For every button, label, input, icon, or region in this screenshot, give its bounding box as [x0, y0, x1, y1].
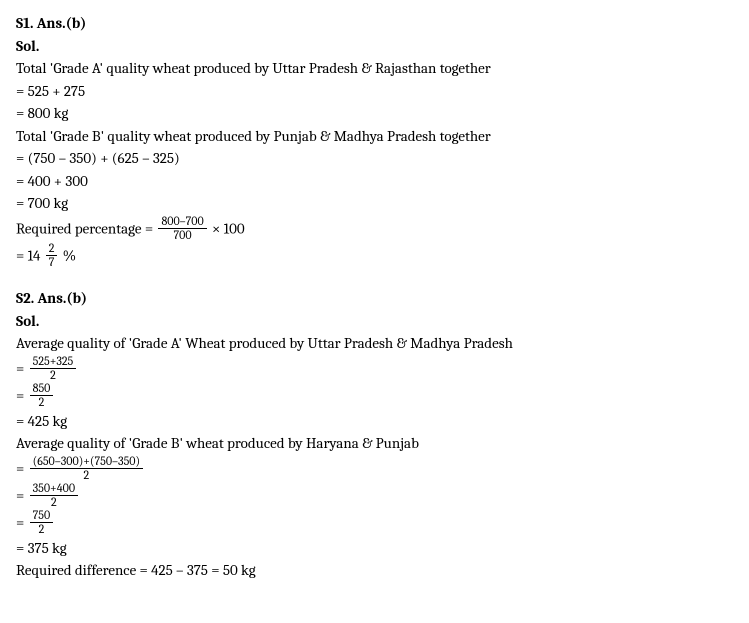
s1-result-frac-den: 7: [46, 256, 58, 269]
s2-line2: = 425 kg: [16, 410, 733, 433]
s1-line5: = (750 – 350) + (625 – 325): [16, 147, 733, 170]
s2-frac5-line: = 750 2: [16, 509, 733, 536]
s2-eq4: =: [16, 486, 28, 504]
s2-line1: Average quality of 'Grade A' Wheat produ…: [16, 332, 733, 355]
s1-header: S1. Ans.(b): [16, 12, 733, 35]
s2-eq3: =: [16, 459, 28, 477]
s2-f2-den: 2: [30, 396, 54, 409]
s1-perc-num: 800–700: [158, 215, 206, 229]
section-gap: [16, 269, 733, 287]
s1-line6: = 400 + 300: [16, 170, 733, 193]
s1-result-line: = 14 2 7 %: [16, 242, 733, 269]
s2-sol-label: Sol.: [16, 310, 733, 333]
s2-frac2: 850 2: [30, 382, 54, 409]
s2-f5-num: 750: [30, 509, 54, 523]
s1-perc-den: 700: [158, 229, 206, 242]
s2-eq2: =: [16, 387, 28, 405]
s2-line5: Required difference = 425 – 375 = 50 kg: [16, 559, 733, 582]
s1-perc-tail: × 100: [212, 219, 245, 237]
s1-result-frac-num: 2: [46, 242, 58, 256]
s2-f5-den: 2: [30, 523, 54, 536]
s1-line1: Total 'Grade A' quality wheat produced b…: [16, 57, 733, 80]
s1-perc-fraction: 800–700 700: [158, 215, 206, 242]
s2-frac3-line: = (650–300)+(750–350) 2: [16, 455, 733, 482]
s1-result-fraction: 2 7: [46, 242, 58, 269]
s2-line3: Average quality of 'Grade B' wheat produ…: [16, 432, 733, 455]
s1-line2: = 525 + 275: [16, 80, 733, 103]
s2-f4-num: 350+400: [30, 482, 78, 496]
s2-frac3: (650–300)+(750–350) 2: [30, 455, 143, 482]
s2-f3-den: 2: [30, 469, 143, 482]
s1-percentage-line: Required percentage = 800–700 700 × 100: [16, 215, 733, 242]
s1-perc-label: Required percentage =: [16, 219, 156, 237]
s2-line4: = 375 kg: [16, 537, 733, 560]
s1-line7: = 700 kg: [16, 192, 733, 215]
s2-f2-num: 850: [30, 382, 54, 396]
s1-line3: = 800 kg: [16, 102, 733, 125]
s2-eq1: =: [16, 359, 28, 377]
s2-header: S2. Ans.(b): [16, 287, 733, 310]
s2-frac1-line: = 525+325 2: [16, 355, 733, 382]
s1-result-prefix: = 14: [16, 246, 40, 264]
s2-frac1: 525+325 2: [30, 355, 77, 382]
s1-sol-label: Sol.: [16, 35, 733, 58]
s1-line4: Total 'Grade B' quality wheat produced b…: [16, 125, 733, 148]
s2-frac4-line: = 350+400 2: [16, 482, 733, 509]
s2-frac4: 350+400 2: [30, 482, 78, 509]
s2-f3-num: (650–300)+(750–350): [30, 455, 143, 469]
s2-eq5: =: [16, 514, 28, 532]
s1-result-suffix: %: [63, 246, 76, 264]
s2-f1-num: 525+325: [30, 355, 77, 369]
s2-frac5: 750 2: [30, 509, 54, 536]
s2-frac2-line: = 850 2: [16, 382, 733, 409]
